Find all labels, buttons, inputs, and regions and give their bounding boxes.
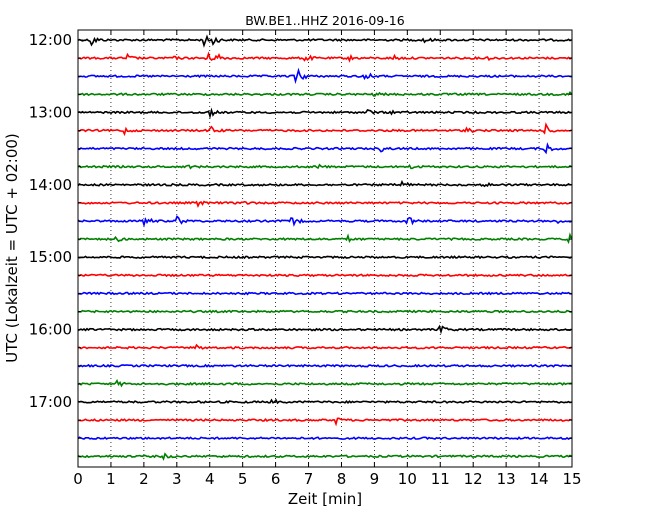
trace-row xyxy=(77,363,572,368)
y-axis-ticks: 12:00 13:00 14:00 15:00 16:00 17:00 xyxy=(29,31,572,457)
x-tick-label: 4 xyxy=(205,470,215,488)
chart-title: BW.BE1..HHZ 2016-09-16 xyxy=(245,13,404,28)
trace-row xyxy=(77,122,572,137)
y-tick-label: 17:00 xyxy=(29,393,72,411)
x-tick-label: 13 xyxy=(497,470,516,488)
y-tick-label: 15:00 xyxy=(29,248,72,266)
y-tick-label: 13:00 xyxy=(29,103,72,121)
plot-frame xyxy=(77,29,573,468)
x-tick-label: 3 xyxy=(172,470,182,488)
trace-row xyxy=(77,291,572,296)
trace-row xyxy=(77,67,572,85)
trace-row xyxy=(77,436,572,441)
trace-row xyxy=(77,179,572,188)
trace-row xyxy=(77,142,572,155)
x-tick-label: 8 xyxy=(337,470,347,488)
trace-row xyxy=(77,309,572,314)
x-tick-label: 0 xyxy=(73,470,83,488)
x-tick-label: 1 xyxy=(106,470,116,488)
trace-row xyxy=(77,417,572,427)
x-tick-label: 9 xyxy=(370,470,380,488)
x-tick-label: 6 xyxy=(271,470,281,488)
x-tick-label: 11 xyxy=(431,470,450,488)
x-tick-label: 14 xyxy=(530,470,549,488)
y-axis-label: UTC (Lokalzeit = UTC + 02:00) xyxy=(3,133,21,363)
trace-row xyxy=(77,452,572,461)
trace-row xyxy=(77,232,573,245)
trace-row xyxy=(77,200,572,209)
trace-row xyxy=(77,273,572,278)
vertical-grid xyxy=(110,30,540,467)
trace-row xyxy=(77,343,572,350)
trace-row xyxy=(77,51,573,63)
trace-rows xyxy=(77,34,573,461)
y-tick-label: 16:00 xyxy=(29,321,72,339)
trace-row xyxy=(77,107,572,120)
trace-row xyxy=(77,215,572,228)
y-tick-label: 14:00 xyxy=(29,176,72,194)
x-tick-label: 12 xyxy=(464,470,483,488)
trace-row xyxy=(77,91,573,97)
x-axis-ticks: 0 1 2 3 4 5 6 7 8 9 10 11 12 13 14 15 xyxy=(73,30,582,488)
y-tick-label: 12:00 xyxy=(29,31,72,49)
trace-row xyxy=(77,34,572,48)
trace-row xyxy=(77,398,572,405)
x-tick-label: 5 xyxy=(238,470,248,488)
trace-row xyxy=(77,255,572,260)
trace-row xyxy=(77,324,572,335)
x-axis-label: Zeit [min] xyxy=(288,490,362,508)
x-tick-label: 7 xyxy=(304,470,314,488)
trace-row xyxy=(77,378,572,388)
trace-row xyxy=(77,163,572,170)
x-tick-label: 2 xyxy=(139,470,149,488)
x-tick-label: 15 xyxy=(562,470,581,488)
x-tick-label: 10 xyxy=(398,470,417,488)
